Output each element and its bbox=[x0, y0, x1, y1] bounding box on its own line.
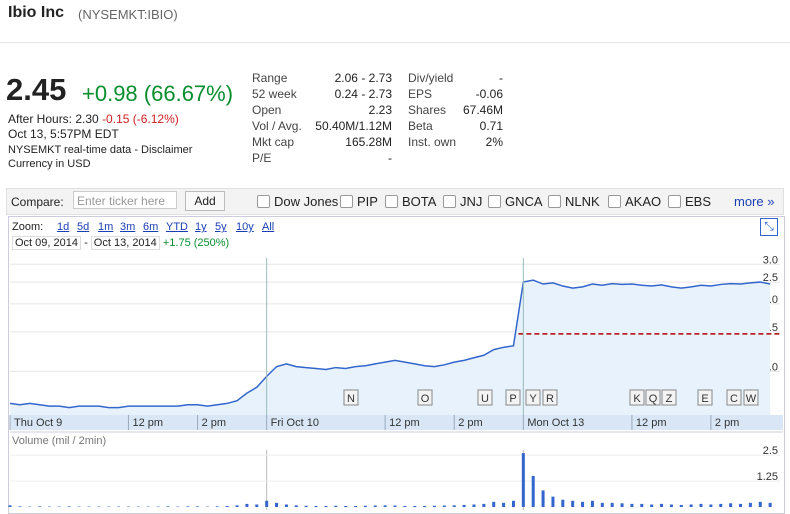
volume-bar bbox=[640, 504, 643, 507]
x-tick-label: Mon Oct 13 bbox=[527, 417, 584, 429]
volume-bar bbox=[571, 501, 574, 507]
volume-bar bbox=[650, 505, 653, 507]
volume-bar bbox=[453, 505, 456, 507]
volume-bar bbox=[700, 504, 703, 507]
event-flag-label: E bbox=[701, 393, 708, 405]
volume-bar bbox=[374, 506, 377, 507]
volume-bar bbox=[611, 503, 614, 507]
event-flag-label: N bbox=[347, 393, 355, 405]
volume-bar bbox=[226, 506, 229, 507]
y-tick-label: 3.0 bbox=[763, 254, 778, 266]
volume-bar bbox=[709, 505, 712, 507]
volume-bar bbox=[581, 502, 584, 507]
volume-bar bbox=[621, 503, 624, 507]
volume-bar bbox=[295, 505, 298, 507]
volume-bar bbox=[660, 504, 663, 507]
y-tick-label: 1.25 bbox=[757, 471, 778, 483]
event-flag-label: W bbox=[746, 393, 757, 405]
volume-bar bbox=[719, 504, 722, 507]
volume-bar bbox=[324, 506, 327, 507]
volume-bar bbox=[245, 504, 248, 507]
event-flag-label: C bbox=[730, 393, 738, 405]
x-tick-label: 2 pm bbox=[715, 417, 739, 429]
volume-bar bbox=[315, 506, 318, 507]
volume-bar bbox=[68, 506, 71, 507]
volume-bar bbox=[354, 506, 357, 507]
volume-bar bbox=[542, 490, 545, 507]
volume-bar bbox=[364, 506, 367, 507]
volume-bar bbox=[561, 500, 564, 507]
volume-bar bbox=[769, 503, 772, 507]
x-tick-label: 12 pm bbox=[636, 417, 667, 429]
volume-bar bbox=[196, 506, 199, 507]
event-flag-label: Z bbox=[666, 393, 673, 405]
volume-bar bbox=[502, 503, 505, 507]
volume-bar bbox=[344, 506, 347, 507]
volume-bar bbox=[285, 505, 288, 507]
volume-bar bbox=[9, 505, 12, 507]
volume-bar bbox=[413, 506, 416, 507]
volume-bar bbox=[670, 505, 673, 507]
event-flag-label: P bbox=[509, 393, 516, 405]
volume-bar bbox=[482, 504, 485, 507]
volume-bar bbox=[265, 501, 268, 507]
volume-bar bbox=[275, 503, 278, 507]
event-flag-label: O bbox=[421, 393, 430, 405]
volume-bar bbox=[403, 506, 406, 507]
volume-bar bbox=[38, 506, 41, 507]
volume-bar bbox=[166, 506, 169, 507]
volume-bar bbox=[255, 505, 258, 507]
volume-bar bbox=[690, 505, 693, 507]
volume-bar bbox=[423, 506, 426, 507]
volume-bar bbox=[551, 497, 554, 507]
volume-bar bbox=[433, 506, 436, 507]
event-flag-label: Q bbox=[649, 393, 658, 405]
volume-bar bbox=[759, 502, 762, 507]
x-tick-label: 2 pm bbox=[458, 417, 482, 429]
volume-bar bbox=[18, 506, 21, 507]
volume-bar bbox=[532, 476, 535, 507]
x-tick-label: 12 pm bbox=[132, 417, 163, 429]
x-tick-label: 12 pm bbox=[389, 417, 420, 429]
volume-bar bbox=[216, 506, 219, 507]
volume-bar bbox=[305, 506, 308, 507]
volume-title: Volume (mil / 2min) bbox=[12, 435, 106, 447]
x-tick-label: Thu Oct 9 bbox=[14, 417, 62, 429]
volume-bar bbox=[591, 501, 594, 507]
event-flag-label: U bbox=[481, 393, 489, 405]
volume-bar bbox=[739, 504, 742, 507]
volume-bar bbox=[630, 504, 633, 507]
event-flag-label: K bbox=[633, 393, 641, 405]
volume-bar bbox=[394, 506, 397, 507]
volume-bar bbox=[749, 503, 752, 507]
volume-bar bbox=[601, 503, 604, 507]
volume-bar bbox=[522, 453, 525, 507]
volume-bar bbox=[463, 505, 466, 507]
volume-bar bbox=[443, 506, 446, 507]
volume-bar bbox=[680, 505, 683, 507]
volume-bar bbox=[334, 506, 337, 507]
volume-bar bbox=[492, 502, 495, 507]
volume-bar bbox=[384, 505, 387, 507]
event-flag-label: Y bbox=[529, 393, 537, 405]
event-flag-label: R bbox=[546, 393, 554, 405]
x-tick-label: Fri Oct 10 bbox=[271, 417, 319, 429]
x-tick-label: 2 pm bbox=[202, 417, 226, 429]
volume-bar bbox=[186, 506, 189, 507]
volume-bar bbox=[236, 505, 239, 507]
volume-bar bbox=[729, 503, 732, 507]
y-tick-label: 2.5 bbox=[763, 445, 778, 457]
volume-bar bbox=[512, 501, 515, 507]
volume-bar bbox=[472, 505, 475, 507]
